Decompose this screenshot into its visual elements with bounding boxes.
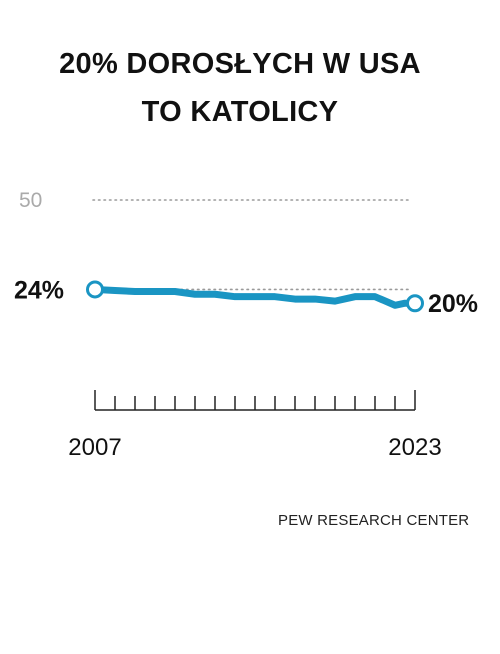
end-value-label: 20% xyxy=(428,290,478,318)
chart-title-line-1: 20% DOROSŁYCH W USA xyxy=(59,48,421,80)
series-line xyxy=(91,285,419,309)
chart-title: 20% DOROSŁYCH W USA TO KATOLICY xyxy=(0,40,480,136)
y-tick-label-50: 50 xyxy=(19,189,42,212)
x-axis: 2007 2023 xyxy=(68,390,442,461)
x-tick-label-end: 2023 xyxy=(388,434,441,461)
x-tick-label-start: 2007 xyxy=(68,434,121,461)
series-catholic-share xyxy=(86,280,424,313)
end-point-marker xyxy=(406,294,424,313)
start-point-marker xyxy=(86,280,104,299)
gridlines xyxy=(92,199,413,291)
chart-labels: 50 24% 20% xyxy=(14,189,478,318)
start-value-label: 24% xyxy=(14,276,64,304)
chart-title-line-2: TO KATOLICY xyxy=(141,96,339,128)
source-credit: PEW RESEARCH CENTER xyxy=(278,512,470,529)
